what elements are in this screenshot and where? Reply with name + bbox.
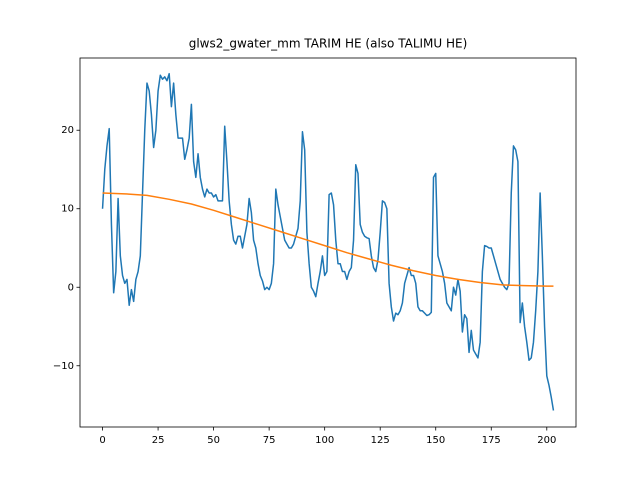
y-tick-label: 0	[68, 282, 74, 293]
plot-frame	[79, 57, 577, 428]
y-tick-label: 20	[61, 125, 74, 136]
x-tick-label: 75	[263, 435, 276, 446]
y-tick-label: −10	[53, 361, 74, 372]
x-tick-label: 150	[426, 435, 445, 446]
x-tick-label: 50	[207, 435, 220, 446]
line	[101, 72, 555, 411]
x-tick-label: 175	[482, 435, 501, 446]
x-tick-label: 200	[537, 435, 556, 446]
chart-title: glws2_gwater_mm TARIM HE (also TALIMU HE…	[189, 37, 468, 51]
x-tick-label: 0	[99, 435, 105, 446]
y-tick-label: 10	[61, 204, 74, 215]
line	[102, 192, 554, 287]
x-tick-label: 100	[315, 435, 334, 446]
x-tick-label: 125	[371, 435, 390, 446]
x-tick-label: 25	[152, 435, 165, 446]
